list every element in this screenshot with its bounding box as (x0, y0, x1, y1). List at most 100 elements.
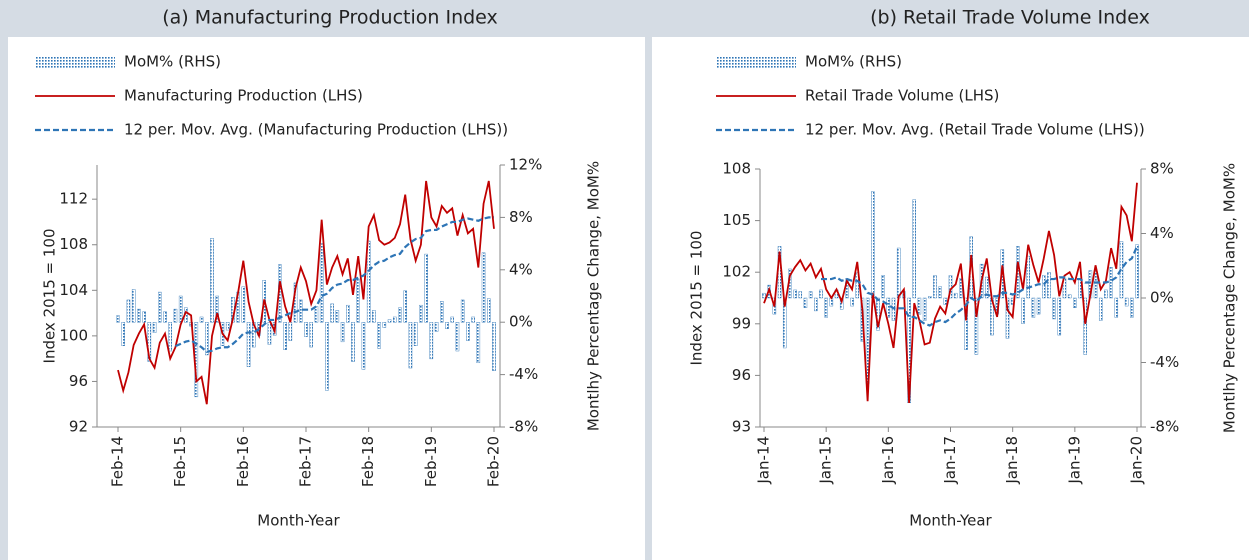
bar (351, 322, 355, 362)
bar (933, 275, 937, 299)
bar (912, 199, 916, 299)
y2-tick-label: 0% (509, 313, 533, 331)
bar (871, 191, 875, 299)
bar (1104, 289, 1108, 299)
bar (793, 289, 797, 299)
bar (492, 322, 496, 371)
legend-label: Retail Trade Volume (LHS) (805, 87, 999, 105)
bar (819, 289, 823, 299)
bar (953, 292, 958, 299)
bar (466, 322, 470, 341)
bar (429, 322, 434, 360)
bar (387, 319, 392, 323)
bar (393, 316, 397, 323)
bar (116, 315, 120, 323)
bar (330, 303, 334, 323)
bar (1124, 297, 1129, 307)
bar (850, 297, 854, 307)
bar (168, 322, 172, 352)
y2-tick-label: -8% (1150, 418, 1179, 436)
x-tick-label: Feb-16 (234, 436, 252, 487)
y-tick-label: 108 (722, 160, 751, 178)
bar (1026, 255, 1030, 299)
x-axis-title: Month-Year (257, 512, 340, 530)
bar (382, 322, 387, 328)
y2-tick-label: 0% (1150, 289, 1174, 307)
y2-tick-label: -4% (509, 365, 538, 383)
bar (163, 311, 167, 323)
x-tick-label: Jan-14 (755, 436, 773, 485)
bar (335, 310, 340, 323)
y2-tick-label: -4% (1150, 353, 1179, 371)
bar (121, 322, 125, 346)
y-axis-title: Index 2015 = 100 (41, 229, 59, 364)
y-tick-label: 99 (732, 314, 751, 332)
y-tick-label: 92 (69, 418, 88, 436)
legend-label: 12 per. Mov. Avg. (Retail Trade Volume (… (805, 121, 1145, 139)
y-tick-label: 100 (59, 326, 88, 344)
bar (137, 308, 141, 323)
bar (377, 322, 381, 349)
bar (424, 253, 428, 323)
bar (922, 297, 927, 321)
bar (798, 291, 803, 299)
bar (943, 297, 948, 305)
y2-axis-title: Montlhy Percentage Change, MoM% (1221, 163, 1239, 433)
bar (131, 289, 136, 323)
bar (304, 322, 308, 337)
bar (1109, 267, 1113, 299)
bar (1135, 244, 1139, 299)
x-tick-label: Feb-15 (171, 436, 189, 487)
x-tick-label: Jan-20 (1128, 436, 1146, 485)
line-series (117, 180, 495, 405)
bar (126, 299, 131, 323)
bar (450, 316, 454, 323)
y-tick-label: 112 (59, 190, 88, 208)
bar (147, 322, 152, 362)
bar (928, 296, 932, 299)
bar (1005, 297, 1010, 339)
bar (158, 291, 162, 323)
y2-tick-label: 4% (1150, 224, 1174, 242)
bar (476, 322, 481, 364)
chart-title: (a) Manufacturing Production Index (162, 7, 498, 29)
y2-tick-label: 4% (509, 260, 533, 278)
x-tick-label: Feb-20 (485, 436, 503, 487)
legend-swatch (35, 56, 115, 68)
bar (1114, 297, 1119, 318)
bar (288, 322, 293, 341)
legend-label: 12 per. Mov. Avg. (Manufacturing Product… (124, 121, 508, 139)
bar (803, 297, 808, 308)
bar (881, 275, 885, 299)
bar (403, 290, 407, 323)
bar (241, 286, 246, 323)
bar (445, 322, 449, 329)
x-axis-title: Month-Year (909, 512, 992, 530)
x-tick-label: Feb-18 (359, 436, 377, 487)
bar (1052, 297, 1056, 320)
bar (346, 304, 350, 323)
y-tick-label: 93 (732, 418, 751, 436)
bar (142, 311, 146, 323)
bar (440, 301, 444, 323)
bar (205, 322, 209, 356)
bar (824, 297, 828, 318)
bar (814, 297, 818, 312)
bar (152, 322, 157, 333)
line-series (763, 182, 1138, 403)
bar (1098, 297, 1103, 321)
bar (299, 299, 303, 323)
bar (178, 295, 183, 323)
legend-label: MoM% (RHS) (805, 53, 902, 71)
bar (855, 272, 860, 299)
bar (762, 292, 766, 299)
bar (434, 322, 439, 332)
bar (985, 276, 989, 299)
bar (319, 243, 324, 323)
bar (199, 316, 204, 323)
bar (455, 322, 460, 352)
bar (366, 240, 371, 323)
panel (652, 37, 1249, 560)
